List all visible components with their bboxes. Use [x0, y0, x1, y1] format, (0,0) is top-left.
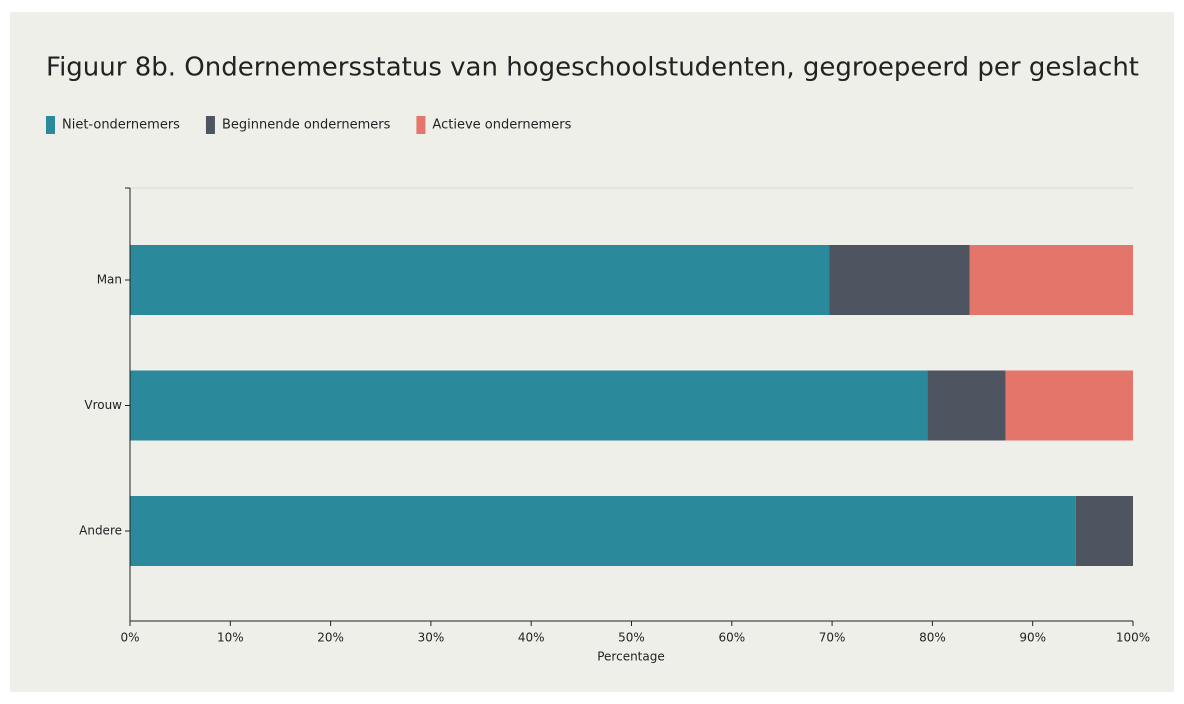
x-tick-label: 20% — [317, 631, 344, 645]
legend-swatch — [416, 116, 426, 134]
legend-label: Beginnende ondernemers — [222, 118, 391, 133]
x-tick-label: 30% — [418, 631, 445, 645]
x-tick-label: 70% — [819, 631, 846, 645]
legend-swatch — [205, 116, 215, 134]
x-tick-label: 50% — [618, 631, 645, 645]
x-tick-label: 40% — [518, 631, 545, 645]
bar-segment — [130, 370, 928, 441]
bar-segment — [829, 245, 970, 315]
x-tick-label: 0% — [120, 631, 139, 645]
bar-segment — [130, 245, 830, 315]
legend-label: Niet-ondernemers — [62, 118, 180, 133]
panel — [10, 12, 1174, 692]
y-tick-label: Vrouw — [84, 398, 122, 412]
bar-segment — [927, 370, 1006, 441]
bar-segment — [130, 496, 1076, 566]
y-tick-label: Andere — [79, 524, 122, 538]
chart-title: Figuur 8b. Ondernemersstatus van hogesch… — [46, 53, 1139, 83]
legend-swatch — [46, 116, 55, 134]
legend-label: Actieve ondernemers — [432, 118, 571, 133]
x-tick-label: 60% — [718, 631, 745, 645]
x-tick-label: 10% — [217, 631, 244, 645]
x-axis-label: Percentage — [597, 650, 665, 664]
x-tick-label: 100% — [1116, 631, 1150, 645]
bar-segment — [1075, 496, 1133, 566]
x-tick-label: 90% — [1019, 631, 1046, 645]
y-tick-label: Man — [97, 273, 122, 287]
x-tick-label: 80% — [919, 631, 946, 645]
bar-segment — [1005, 370, 1133, 441]
bar-segment — [969, 245, 1133, 315]
